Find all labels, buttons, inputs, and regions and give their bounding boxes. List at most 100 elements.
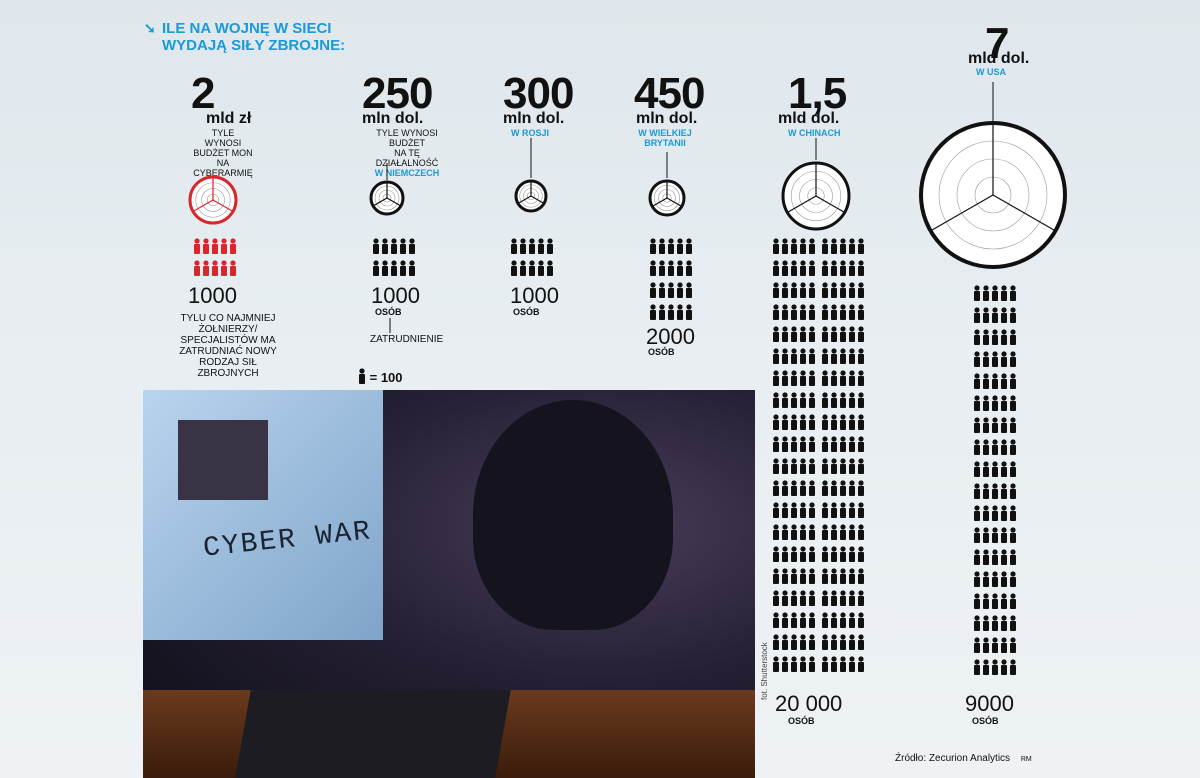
country-russia: W ROSJI [510, 128, 549, 138]
unit-china: mld dol. [778, 110, 840, 127]
person-icon [1001, 439, 1007, 455]
person-icon [840, 480, 846, 496]
person-icon [1010, 439, 1016, 455]
person-icon [822, 238, 828, 254]
person-icon [800, 238, 806, 254]
person-icon [800, 414, 806, 430]
person-icon [800, 326, 806, 342]
person-icon [831, 304, 837, 320]
person-icon [992, 505, 998, 521]
person-icon [992, 461, 998, 477]
person-icon [221, 238, 227, 254]
person-icon [773, 590, 779, 606]
person-icon [849, 612, 855, 628]
person-icon [782, 590, 788, 606]
person-icon [822, 414, 828, 430]
budget-circle-china [781, 161, 851, 231]
person-icon [659, 260, 665, 276]
person-icon [831, 546, 837, 562]
person-icon [840, 656, 846, 672]
person-icon [831, 568, 837, 584]
people-icons-china [772, 238, 872, 678]
person-icon [782, 392, 788, 408]
arrow-icon: ➘ [144, 20, 156, 36]
person-icon [203, 260, 209, 276]
person-icon [983, 483, 989, 499]
person-icon [849, 238, 855, 254]
person-icon [849, 590, 855, 606]
person-icon [782, 260, 788, 276]
person-icon [800, 260, 806, 276]
person-icon [668, 260, 674, 276]
person-icon [840, 282, 846, 298]
person-icon [409, 260, 415, 276]
people-icons-russia [510, 238, 560, 282]
person-icon [547, 260, 553, 276]
person-icon [538, 238, 544, 254]
person-icon [809, 436, 815, 452]
person-icon [849, 414, 855, 430]
person-icon [800, 634, 806, 650]
person-icon [809, 392, 815, 408]
note-germany: ZATRUDNIENIE [370, 334, 444, 345]
person-icon [800, 590, 806, 606]
person-icon [800, 436, 806, 452]
person-icon [1010, 527, 1016, 543]
budget-circle-germany [369, 180, 405, 216]
person-icon [203, 238, 209, 254]
person-icon [858, 326, 864, 342]
person-icon [983, 461, 989, 477]
person-icon [773, 612, 779, 628]
person-icon [840, 458, 846, 474]
person-icon [840, 590, 846, 606]
person-icon [782, 282, 788, 298]
person-icon [1001, 417, 1007, 433]
person-icon [800, 392, 806, 408]
person-icon [822, 348, 828, 364]
person-icon [822, 524, 828, 540]
person-icon [858, 282, 864, 298]
person-icon [809, 370, 815, 386]
person-icon [782, 436, 788, 452]
person-icon [840, 436, 846, 452]
person-icon [983, 659, 989, 675]
person-icon [831, 502, 837, 518]
person-icon [858, 634, 864, 650]
person-icon [791, 480, 797, 496]
person-icon [822, 304, 828, 320]
person-icon [373, 260, 379, 276]
person-icon [409, 238, 415, 254]
person-icon [831, 524, 837, 540]
person-icon [773, 656, 779, 672]
person-icon [858, 436, 864, 452]
person-icon [1001, 461, 1007, 477]
person-icon [791, 370, 797, 386]
person-icon [831, 370, 837, 386]
terminal-window [178, 420, 268, 500]
person-icon [791, 414, 797, 430]
person-icon [840, 326, 846, 342]
person-icon [849, 370, 855, 386]
person-icon [659, 282, 665, 298]
people-icons-uk [649, 238, 699, 326]
person-icon [1001, 351, 1007, 367]
person-icon [809, 480, 815, 496]
person-icon [849, 392, 855, 408]
person-icon [840, 414, 846, 430]
person-icon [831, 458, 837, 474]
person-icon [230, 260, 236, 276]
person-icon [650, 238, 656, 254]
person-icon [791, 656, 797, 672]
person-icon [773, 238, 779, 254]
person-icon [983, 329, 989, 345]
person-icon [782, 568, 788, 584]
person-icon [1010, 329, 1016, 345]
person-icon [822, 480, 828, 496]
person-icon [1001, 285, 1007, 301]
person-icon [974, 593, 980, 609]
person-icon [782, 458, 788, 474]
person-icon [511, 260, 517, 276]
infographic-title: ➘ ILE NA WOJNĘ W SIECI WYDAJĄ SIŁY ZBROJ… [144, 20, 345, 54]
person-icon [686, 282, 692, 298]
person-icon [809, 282, 815, 298]
